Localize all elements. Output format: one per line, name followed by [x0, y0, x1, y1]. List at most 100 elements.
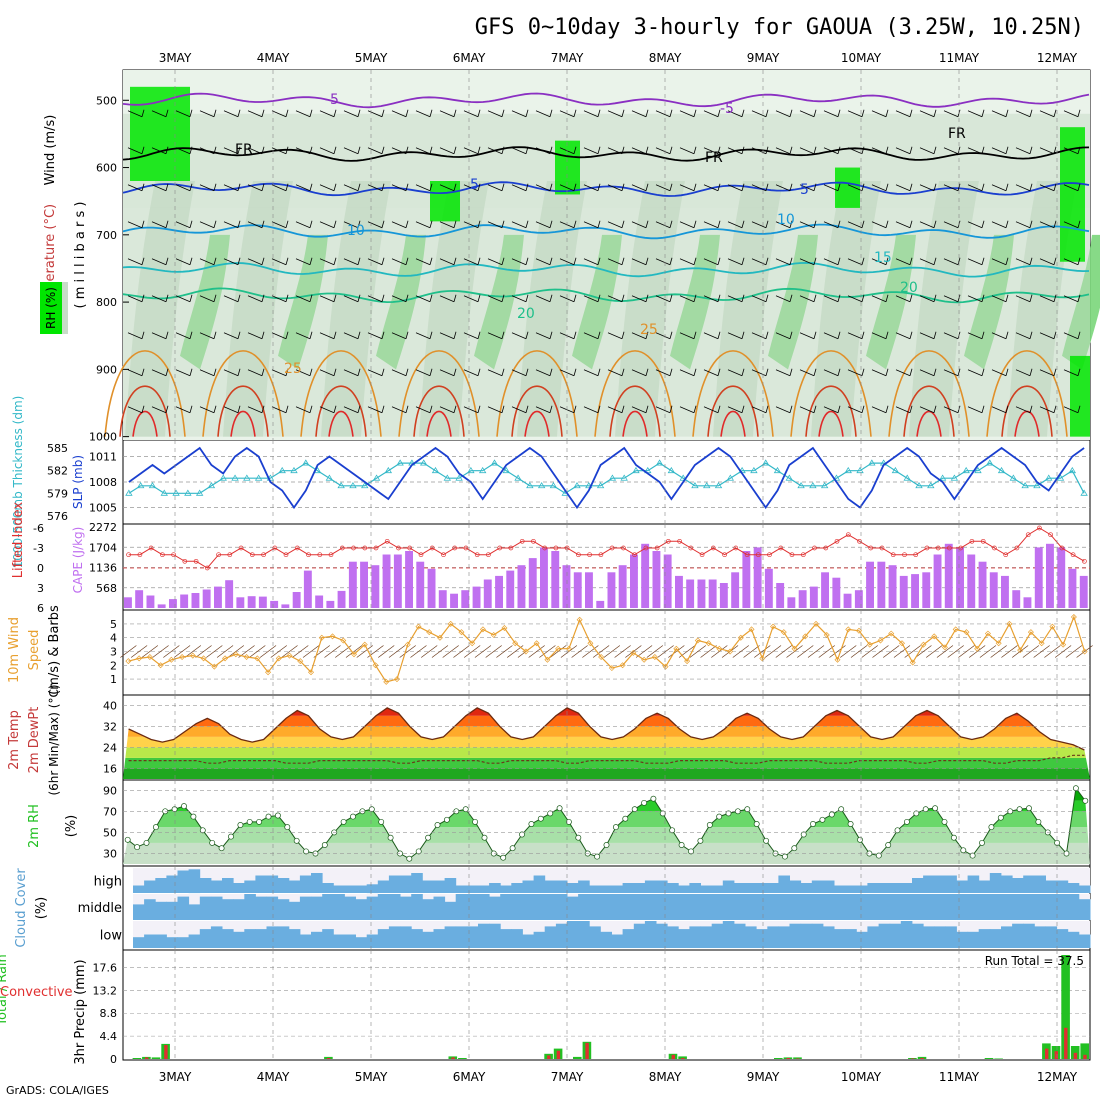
- date-label-top: 5MAY: [355, 51, 388, 65]
- wind-barb: [943, 406, 959, 414]
- cloud-cell-middle: [622, 894, 635, 920]
- wind-barb: [679, 221, 695, 229]
- thickness-tick: 582: [47, 465, 68, 478]
- wind-barb: [871, 369, 887, 377]
- wind-barb: [1015, 258, 1031, 266]
- cape-bar: [225, 580, 234, 608]
- thickness-tick: 576: [47, 510, 68, 523]
- surface-wind-barb: [840, 645, 857, 658]
- surface-wind-barb: [463, 645, 481, 658]
- rh-point: [857, 836, 863, 843]
- contour-label: FR: [948, 126, 966, 142]
- wind-barb: [991, 369, 1007, 377]
- cloud-cell-high: [210, 880, 223, 893]
- wind-barb: [717, 294, 721, 302]
- date-label-top: 8MAY: [649, 51, 682, 65]
- cloud-cell-low: [1012, 923, 1024, 948]
- rh-point: [246, 818, 253, 825]
- rh-point: [350, 813, 356, 820]
- wind-barb: [141, 109, 145, 117]
- cloud-cell-middle: [578, 894, 590, 920]
- cape-bar: [1001, 575, 1009, 608]
- wind-barb: [343, 406, 359, 414]
- thickness-point: [231, 474, 239, 481]
- wind-barb: [895, 110, 911, 118]
- surface-wind-barb: [120, 645, 137, 658]
- wind-barb: [919, 332, 935, 340]
- precip-convective-bar: [1083, 1054, 1087, 1059]
- wind-barb: [141, 257, 145, 265]
- cloud-cell-middle: [967, 894, 980, 920]
- surface-wind-barb: [421, 645, 438, 658]
- cloud-cell-middle: [1001, 894, 1013, 920]
- cloud-cell-middle: [355, 899, 368, 920]
- wind-barb: [463, 332, 479, 340]
- precip-total-bar: [984, 1058, 994, 1059]
- cloud-cell-middle: [133, 904, 145, 920]
- wind-barb: [799, 110, 815, 118]
- lifted-index-point: [632, 552, 637, 558]
- wind-barb: [703, 258, 719, 266]
- cloud-cell-low: [878, 923, 891, 948]
- rh-point: [612, 824, 619, 831]
- cloud-cell-middle: [210, 896, 223, 920]
- cape-bar: [360, 561, 368, 608]
- cloud-cell-low: [199, 929, 212, 948]
- thickness-point: [750, 466, 758, 474]
- precip-total-bar: [151, 1057, 161, 1059]
- surface-wind-barb: [893, 645, 911, 658]
- wind-barb: [861, 368, 865, 376]
- date-label-top: 11MAY: [939, 51, 980, 65]
- thickness-point: [1080, 489, 1088, 496]
- lifted-index-point: [744, 552, 750, 558]
- wind-barb: [223, 332, 239, 340]
- precip-tick: 8.8: [100, 1007, 118, 1020]
- wind-barb: [439, 406, 455, 414]
- wind-barb: [237, 183, 241, 191]
- lifted-index-point: [812, 545, 817, 551]
- wind-barb: [151, 295, 167, 303]
- precip-convective-bar: [585, 1042, 589, 1059]
- wind-barb: [679, 110, 695, 118]
- wind-barb: [247, 147, 263, 155]
- surface-wind-barb: [657, 645, 674, 658]
- cloud-cell-high: [500, 885, 512, 893]
- cape-bar: [866, 561, 874, 608]
- wind-barb: [333, 220, 337, 228]
- wind-barb: [237, 331, 241, 339]
- cloud-cell-middle: [155, 901, 167, 920]
- wind-barb: [967, 184, 983, 192]
- surface-wind-barb: [324, 645, 341, 658]
- cloud-cell-middle: [822, 894, 835, 920]
- wind-barb: [453, 294, 457, 302]
- wind-barb: [957, 257, 961, 265]
- wind-speed-point: [684, 658, 691, 665]
- surface-wind-barb: [1065, 645, 1083, 658]
- cloud-cell-high: [1034, 875, 1046, 893]
- rh-point: [1026, 805, 1032, 812]
- cape-bar: [180, 594, 189, 608]
- wind-speed-point: [866, 641, 873, 648]
- wind-speed-point: [1027, 629, 1034, 636]
- cloud-cell-low: [522, 934, 535, 948]
- wind-barb: [1005, 257, 1009, 265]
- rh-point: [697, 837, 704, 844]
- wind-barb: [741, 183, 745, 191]
- wind-barb: [237, 257, 241, 265]
- wind-barb: [813, 368, 817, 376]
- cape-bar: [236, 597, 245, 608]
- wind-barb: [151, 332, 167, 340]
- wind-barb: [535, 110, 551, 118]
- wind-barb: [309, 405, 313, 413]
- wind-barb: [1015, 406, 1031, 414]
- rh-point: [913, 810, 920, 817]
- thickness-point: [243, 474, 251, 481]
- lifted-index-point: [767, 552, 772, 558]
- surface-wind-barb: [195, 645, 212, 658]
- wind-speed-point: [802, 633, 809, 640]
- wind-barb: [501, 294, 505, 302]
- rh-point: [903, 818, 910, 825]
- wind-barb: [607, 295, 623, 303]
- wind-barb: [439, 332, 455, 340]
- wind-barb: [669, 294, 673, 302]
